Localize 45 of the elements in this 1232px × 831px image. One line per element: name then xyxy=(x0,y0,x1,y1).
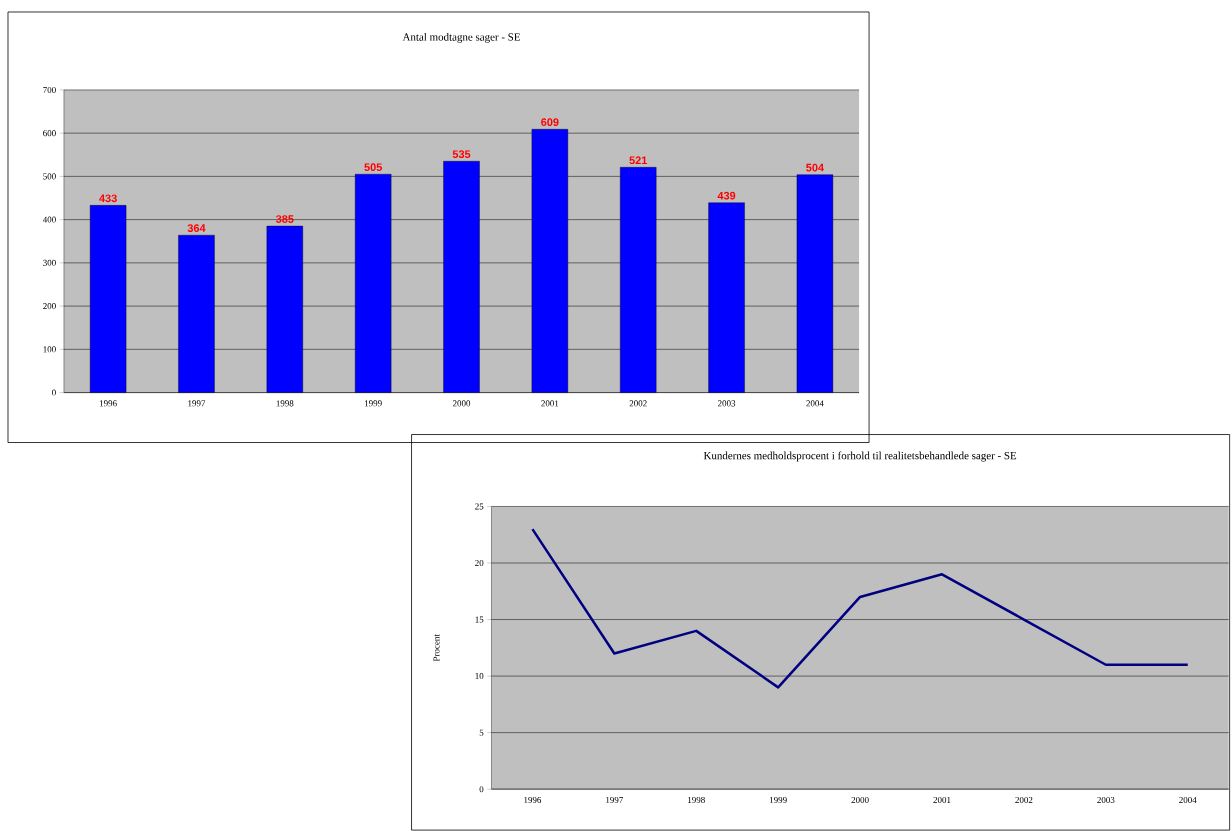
x-tick-label: 2004 xyxy=(1179,796,1197,803)
chart-title: Antal modtagne sager - SE xyxy=(402,32,520,43)
data-label: 385 xyxy=(275,215,294,223)
y-tick-label: 600 xyxy=(43,130,56,137)
data-label: 504 xyxy=(806,163,824,172)
x-tick-label: 2000 xyxy=(851,796,869,803)
y-tick-label: 700 xyxy=(43,86,56,93)
y-axis-title: Procent xyxy=(433,634,440,662)
data-label: 505 xyxy=(364,163,382,171)
x-tick-label: 1996 xyxy=(99,400,117,407)
y-tick-label: 0 xyxy=(479,786,484,793)
x-tick-label: 1999 xyxy=(770,796,787,803)
x-tick-label: 2003 xyxy=(1097,796,1115,803)
y-tick-label: 15 xyxy=(475,616,484,623)
data-label: 439 xyxy=(717,191,736,200)
data-label: 535 xyxy=(452,150,471,159)
x-tick-label: 1996 xyxy=(524,796,542,803)
x-tick-label: 2003 xyxy=(717,400,736,407)
y-tick-label: 100 xyxy=(43,346,56,353)
y-tick-label: 25 xyxy=(475,503,484,510)
x-tick-label: 1998 xyxy=(276,400,294,407)
x-tick-label: 1999 xyxy=(364,400,382,407)
y-tick-label: 20 xyxy=(475,559,484,566)
y-tick-label: 400 xyxy=(42,216,56,223)
x-tick-label: 1998 xyxy=(688,796,705,803)
y-tick-label: 500 xyxy=(43,173,56,180)
y-tick-label: 5 xyxy=(479,729,484,736)
x-tick-label: 2002 xyxy=(1015,796,1033,803)
x-tick-label: 2001 xyxy=(933,796,951,803)
x-tick-label: 2001 xyxy=(541,400,559,407)
data-label: 609 xyxy=(541,118,559,127)
y-tick-label: 0 xyxy=(52,389,56,396)
x-tick-label: 1997 xyxy=(606,796,624,803)
x-tick-label: 2002 xyxy=(629,400,647,407)
y-tick-label: 300 xyxy=(43,259,56,266)
y-tick-label: 200 xyxy=(43,303,56,310)
chart-title: Kundernes medholdsprocent i forhold til realitetsbehandlede sager - SE xyxy=(703,451,1017,462)
data-label: 433 xyxy=(99,194,117,203)
line-series xyxy=(531,527,1189,689)
x-tick-label: 1997 xyxy=(188,400,206,407)
x-tick-label: 2004 xyxy=(806,400,824,407)
data-label: 521 xyxy=(629,156,648,165)
x-tick-label: 2000 xyxy=(452,400,471,407)
data-label: 364 xyxy=(187,224,206,232)
y-tick-label: 10 xyxy=(475,673,484,680)
